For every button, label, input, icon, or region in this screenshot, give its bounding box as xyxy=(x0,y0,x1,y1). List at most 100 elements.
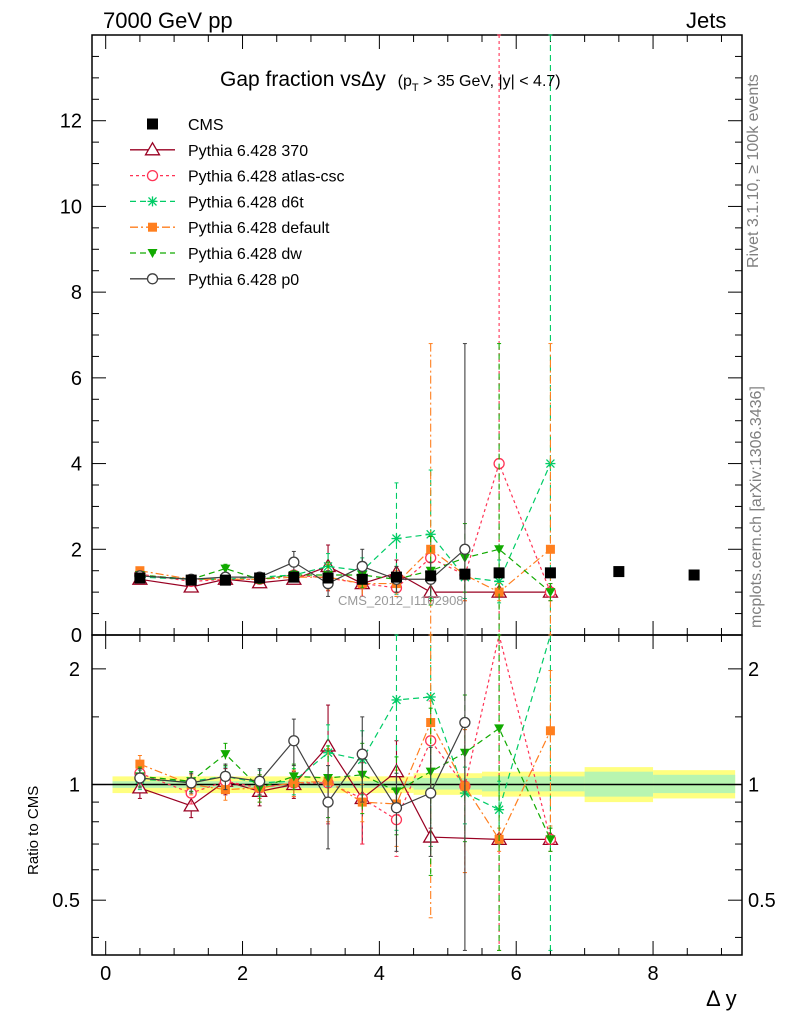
legend-entry: Pythia 6.428 default xyxy=(130,220,330,237)
title-sub: (p xyxy=(398,73,412,90)
cms-point xyxy=(322,572,334,584)
ratio-point xyxy=(425,787,437,799)
legend-marker xyxy=(147,196,158,207)
main-y-tick-label: 4 xyxy=(71,454,82,476)
legend-marker xyxy=(147,249,158,258)
legend-label: Pythia 6.428 d6t xyxy=(188,194,304,211)
title-main: Gap fraction vsΔy xyxy=(220,68,386,91)
legend-entry: Pythia 6.428 d6t xyxy=(130,194,304,211)
data-point xyxy=(356,560,368,573)
legend-entry: Pythia 6.428 atlas-csc xyxy=(130,169,345,186)
ratio-point xyxy=(288,772,299,782)
data-point xyxy=(288,556,300,568)
cms-point xyxy=(288,571,300,583)
ratio-point xyxy=(220,750,231,760)
x-tick-label: 0 xyxy=(100,963,111,985)
cms-point xyxy=(254,572,266,584)
ratio-point xyxy=(183,797,200,812)
star-stroke xyxy=(392,695,401,705)
x-tick-label: 6 xyxy=(511,963,522,985)
cms-point xyxy=(425,570,437,582)
series-0 xyxy=(131,544,559,847)
legend-marker xyxy=(147,118,158,130)
series-line xyxy=(139,461,551,593)
data-point xyxy=(545,544,555,554)
data-point xyxy=(494,545,505,555)
legend-marker xyxy=(148,222,157,232)
watermark: CMS_2012_I1102908 xyxy=(338,593,464,608)
series-4 xyxy=(134,343,556,951)
ratio-point xyxy=(356,748,368,760)
main-y-tick-label: 0 xyxy=(71,625,82,647)
ratio-point xyxy=(253,775,266,787)
legend-label: Pythia 6.428 370 xyxy=(188,143,308,160)
ratio-point xyxy=(289,778,299,788)
title-sub-rest: > 35 GeV, |y| < 4.7) xyxy=(419,73,561,90)
star-stroke xyxy=(426,529,436,539)
ratio-y-tick-label-right: 1 xyxy=(748,775,759,797)
x-tick-label: 8 xyxy=(647,963,658,985)
main-y-tick-label: 10 xyxy=(60,196,82,218)
chart-title: Gap fraction vsΔy (pT > 35 GeV, |y| < 4.… xyxy=(220,68,561,94)
cms-point xyxy=(613,566,625,578)
series-ratio-line xyxy=(139,721,551,841)
x-tick-label: 2 xyxy=(237,963,248,985)
ratio-point xyxy=(322,796,334,808)
legend: CMS Pythia 6.428 370 Pythia 6.428 atlas-cs… xyxy=(130,117,345,289)
legend-label: Pythia 6.428 atlas-csc xyxy=(188,169,345,186)
ratio-plot-frame xyxy=(91,634,743,956)
cms-point xyxy=(459,568,471,580)
series-line xyxy=(139,548,551,593)
star-stroke xyxy=(426,692,436,702)
data-point xyxy=(459,543,471,555)
main-y-tick-label: 2 xyxy=(71,539,82,561)
main-y-tick-label: 6 xyxy=(71,368,82,390)
header-right: Jets xyxy=(686,8,727,33)
ratio-point xyxy=(135,759,145,769)
ratio-y-tick-label-right: 0.5 xyxy=(748,890,776,912)
legend-label: Pythia 6.428 p0 xyxy=(188,272,299,289)
cms-point xyxy=(493,567,505,579)
cms-point xyxy=(356,573,368,585)
data-point xyxy=(545,588,556,598)
series-line xyxy=(139,548,466,585)
title-sub-t: T xyxy=(412,82,419,94)
cms-point xyxy=(134,572,146,584)
ratio-point xyxy=(390,802,403,814)
series-line xyxy=(139,463,551,583)
cms-point xyxy=(390,571,402,583)
legend-entry: Pythia 6.428 370 xyxy=(130,141,308,160)
legend-label: CMS xyxy=(188,117,224,134)
series-ratio-line xyxy=(139,727,551,840)
data-point xyxy=(220,564,231,574)
cms-data xyxy=(134,566,700,586)
series-5 xyxy=(134,343,471,951)
ratio-point xyxy=(425,691,436,702)
legend-marker xyxy=(146,169,159,182)
x-axis-label: Δ y xyxy=(706,986,737,1011)
legend-label: Pythia 6.428 default xyxy=(188,220,330,237)
legend-marker xyxy=(144,141,161,156)
star-stroke xyxy=(392,534,401,544)
main-y-tick-label: 12 xyxy=(60,111,82,133)
cms-point xyxy=(544,567,556,579)
legend-entry: Pythia 6.428 p0 xyxy=(130,272,299,289)
series-line xyxy=(139,548,551,593)
ratio-point xyxy=(134,772,146,784)
ratio-y-tick-label: 0.5 xyxy=(52,890,80,912)
cms-point xyxy=(688,569,700,581)
header-left: 7000 GeV pp xyxy=(103,8,233,33)
legend-entry: Pythia 6.428 dw xyxy=(130,246,302,263)
star-stroke xyxy=(494,576,504,586)
ratio-point xyxy=(545,835,556,845)
legend-entry: CMS xyxy=(147,117,224,134)
legend-label: Pythia 6.428 dw xyxy=(188,246,302,263)
ratio-point xyxy=(219,770,232,783)
series-ratio-line xyxy=(139,722,466,809)
cms-point xyxy=(219,574,231,586)
ratio-point xyxy=(494,724,505,734)
data-point xyxy=(391,533,402,544)
star-stroke xyxy=(148,196,157,206)
